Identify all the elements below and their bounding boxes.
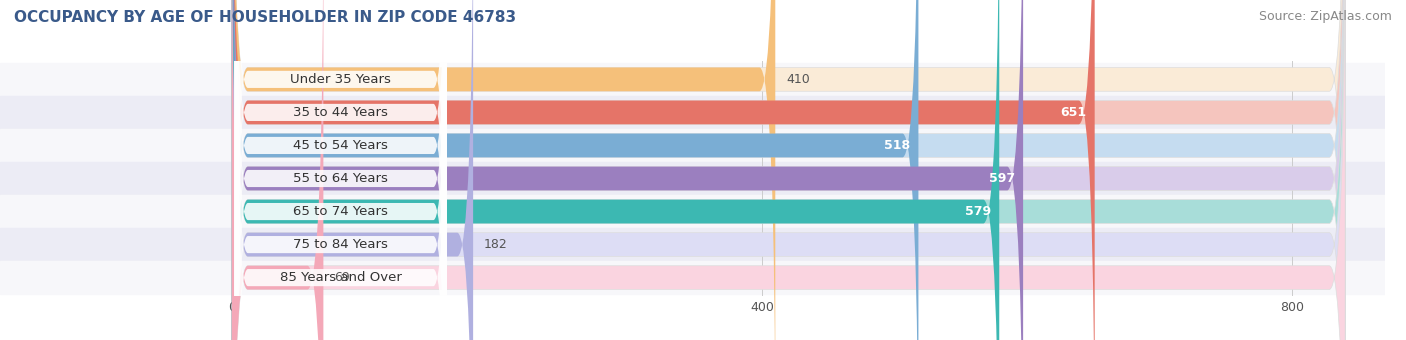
FancyBboxPatch shape (232, 0, 1346, 340)
Text: 579: 579 (965, 205, 991, 218)
Bar (0, 162, 1385, 195)
FancyBboxPatch shape (235, 0, 447, 340)
Bar (0, 261, 1385, 294)
FancyBboxPatch shape (232, 0, 1346, 340)
Text: 597: 597 (988, 172, 1015, 185)
Text: 55 to 64 Years: 55 to 64 Years (294, 172, 388, 185)
FancyBboxPatch shape (232, 0, 474, 340)
Text: 85 Years and Over: 85 Years and Over (280, 271, 402, 284)
Text: Source: ZipAtlas.com: Source: ZipAtlas.com (1258, 10, 1392, 23)
FancyBboxPatch shape (232, 0, 1000, 340)
FancyBboxPatch shape (232, 0, 1095, 340)
FancyBboxPatch shape (232, 0, 1346, 340)
Text: 182: 182 (484, 238, 508, 251)
Bar (0, 129, 1385, 162)
FancyBboxPatch shape (232, 0, 775, 340)
FancyBboxPatch shape (232, 0, 1346, 340)
FancyBboxPatch shape (235, 0, 447, 340)
Text: OCCUPANCY BY AGE OF HOUSEHOLDER IN ZIP CODE 46783: OCCUPANCY BY AGE OF HOUSEHOLDER IN ZIP C… (14, 10, 516, 25)
Text: 651: 651 (1060, 106, 1087, 119)
FancyBboxPatch shape (232, 0, 918, 340)
FancyBboxPatch shape (235, 0, 447, 340)
Bar (0, 63, 1385, 96)
Text: 65 to 74 Years: 65 to 74 Years (294, 205, 388, 218)
Text: 35 to 44 Years: 35 to 44 Years (294, 106, 388, 119)
Bar (0, 96, 1385, 129)
Text: Under 35 Years: Under 35 Years (290, 73, 391, 86)
FancyBboxPatch shape (232, 0, 323, 340)
FancyBboxPatch shape (232, 0, 1346, 340)
FancyBboxPatch shape (235, 0, 447, 340)
Bar (0, 228, 1385, 261)
Bar (0, 195, 1385, 228)
FancyBboxPatch shape (232, 0, 1346, 340)
Text: 45 to 54 Years: 45 to 54 Years (294, 139, 388, 152)
Text: 75 to 84 Years: 75 to 84 Years (294, 238, 388, 251)
FancyBboxPatch shape (235, 0, 447, 340)
FancyBboxPatch shape (232, 0, 1024, 340)
FancyBboxPatch shape (232, 0, 1346, 340)
FancyBboxPatch shape (235, 0, 447, 340)
Text: 518: 518 (884, 139, 911, 152)
FancyBboxPatch shape (235, 0, 447, 340)
Text: 69: 69 (335, 271, 350, 284)
Text: 410: 410 (786, 73, 810, 86)
